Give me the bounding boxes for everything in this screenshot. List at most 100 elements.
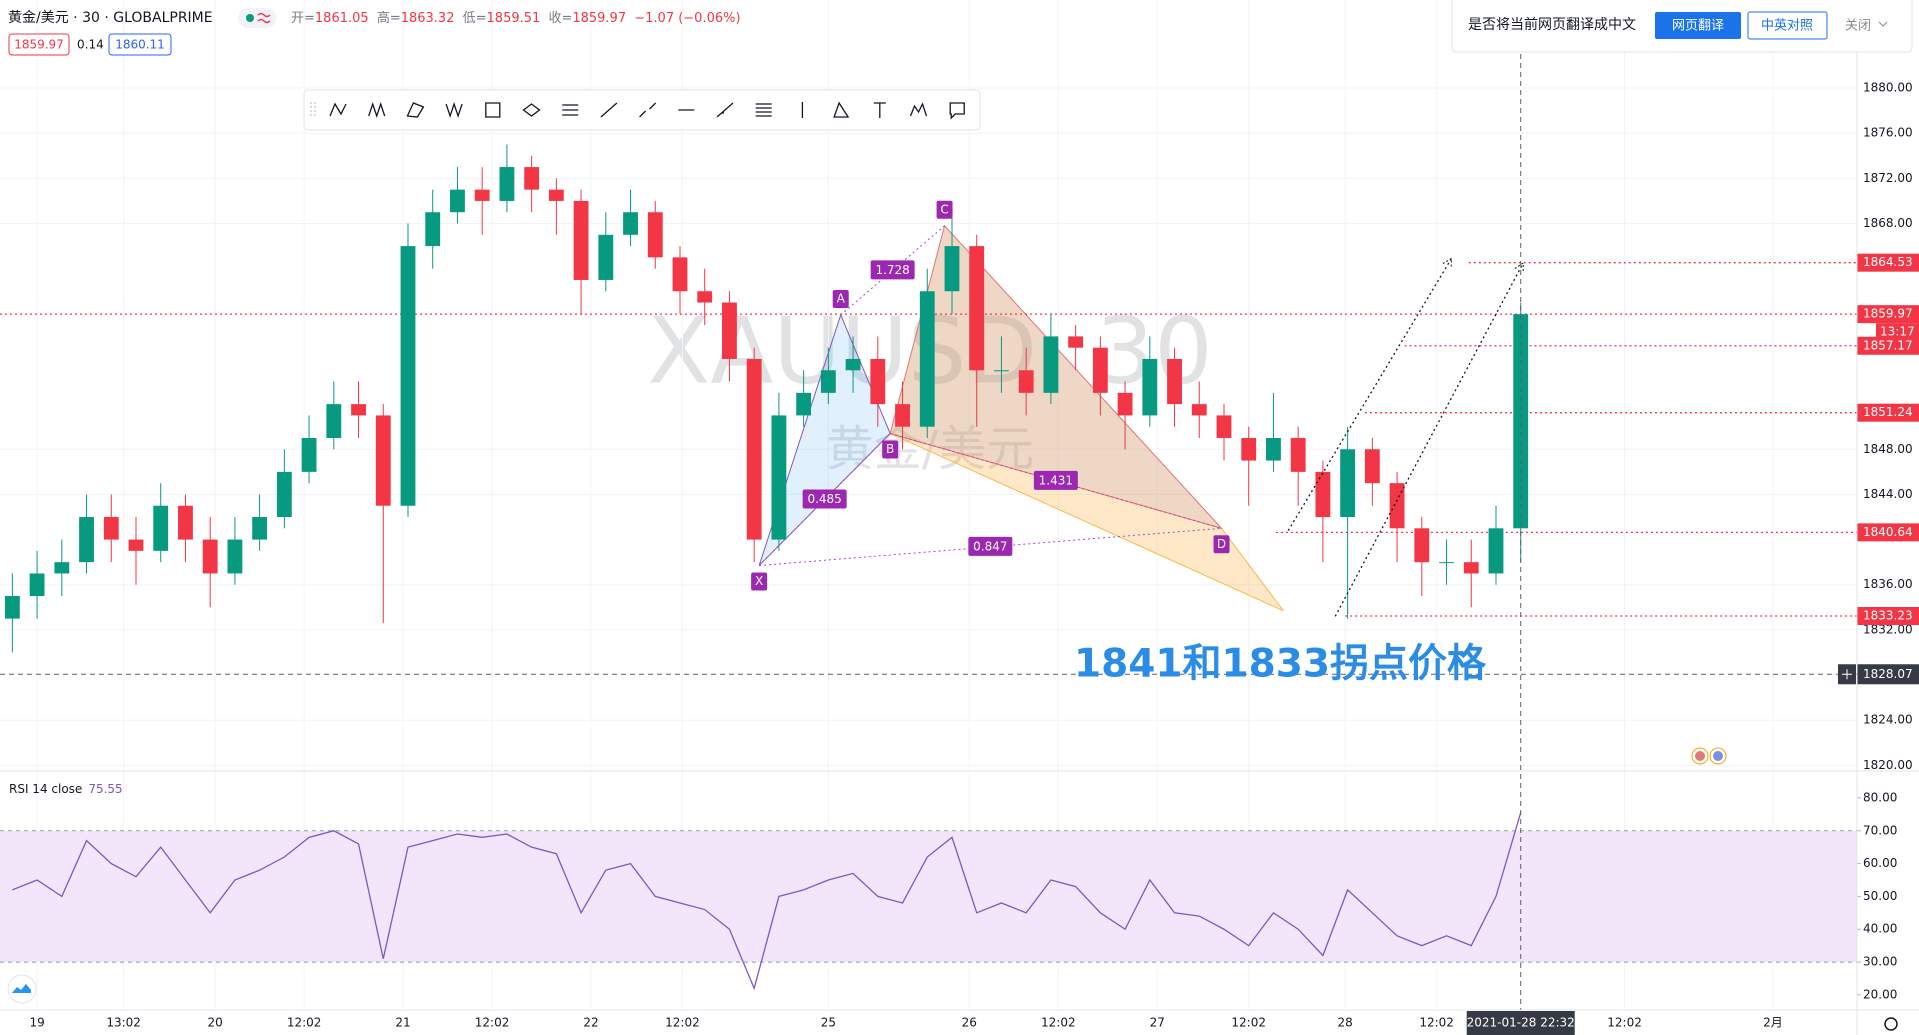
- status-pill[interactable]: [238, 8, 276, 28]
- y-tick-label: 1820.00: [1863, 758, 1913, 772]
- y-tick-label: 1876.00: [1863, 126, 1913, 140]
- point-label: X: [755, 574, 763, 588]
- candle-body: [647, 212, 663, 258]
- ohlc-value: 1859.51: [487, 11, 541, 26]
- candle-body: [301, 437, 317, 472]
- candle-body: [153, 505, 169, 551]
- candle-body: [128, 539, 144, 551]
- candle-body: [1018, 370, 1034, 393]
- toolbar-button[interactable]: [902, 93, 936, 127]
- price-marker: [1857, 403, 1919, 422]
- ohlc-label: 收=: [548, 11, 572, 26]
- rsi-legend: RSI 14 close 75.55: [9, 782, 123, 796]
- ask-box[interactable]: [108, 33, 172, 56]
- candle-body: [796, 392, 812, 416]
- candle-body: [1043, 336, 1059, 393]
- candle-body: [1315, 471, 1331, 518]
- toolbar-icon: [716, 102, 734, 118]
- toolbar-button[interactable]: [747, 93, 781, 127]
- x-tick-label: 12:02: [287, 1016, 322, 1030]
- candle-body: [697, 291, 713, 303]
- candle-body: [29, 573, 45, 597]
- bilingual-button[interactable]: [1747, 11, 1828, 40]
- crosshair-price: 1828.07: [1863, 667, 1913, 681]
- bilingual-button-text: 中英对照: [1761, 19, 1813, 34]
- candle-body: [944, 246, 960, 292]
- price-marker-label: 1851.24: [1863, 405, 1913, 419]
- toolbar-icon: [406, 102, 425, 118]
- toolbar-button[interactable]: [940, 93, 974, 127]
- y-tick-label: 1832.00: [1863, 622, 1913, 636]
- toolbar-button[interactable]: [437, 93, 471, 127]
- x-tick-label: 21: [395, 1016, 410, 1030]
- candle-body: [1439, 562, 1454, 564]
- point-box: [882, 440, 899, 459]
- logo-icon: [12, 984, 31, 993]
- toolbar-icon: [755, 103, 772, 117]
- toolbar-button[interactable]: [398, 93, 432, 127]
- y-tick-label: 1872.00: [1863, 171, 1913, 185]
- toolbar-button[interactable]: [476, 93, 510, 127]
- point-box: [936, 200, 953, 219]
- bid-box[interactable]: [8, 33, 70, 56]
- x-tick-label: 12:02: [665, 1016, 700, 1030]
- y-tick-label: 20.00: [1863, 987, 1897, 1001]
- candle-body: [1241, 437, 1257, 461]
- ratio-label: 1.431: [1039, 473, 1073, 487]
- x-tick-label: 12:02: [1041, 1016, 1076, 1030]
- spread: 0.14: [77, 38, 104, 52]
- ratio-line: [758, 433, 891, 566]
- candle-body: [919, 291, 935, 427]
- candle-body: [672, 257, 688, 292]
- toolbar-button[interactable]: [631, 93, 665, 127]
- x-tick-label: 12:02: [1231, 1016, 1266, 1030]
- settings-gear[interactable]: [1884, 1017, 1898, 1031]
- price-marker: [1857, 523, 1919, 542]
- candle-body: [1191, 404, 1207, 416]
- point-label: A: [837, 291, 846, 305]
- y-tick-label: 60.00: [1863, 856, 1897, 870]
- candle-body: [820, 370, 836, 393]
- ask-price: 1860.11: [115, 38, 165, 52]
- close-chevron[interactable]: [1878, 21, 1888, 27]
- toolbar-icon: [873, 102, 886, 118]
- translate-button[interactable]: [1655, 12, 1741, 39]
- x-tick-label: 22: [583, 1016, 598, 1030]
- candle-body: [1068, 336, 1084, 348]
- ohlc-line: 开=1861.05 高=1863.32 低=1859.51 收=1859.97 …: [291, 10, 741, 26]
- toolbar-icon: [368, 101, 386, 119]
- candle-body: [425, 212, 441, 247]
- y-tick-label: 30.00: [1863, 955, 1897, 969]
- ohlc-value: 1859.97: [572, 11, 626, 26]
- event-flag-icon: [1695, 751, 1705, 761]
- candle-body: [548, 189, 564, 201]
- x-tick-label: 27: [1150, 1016, 1165, 1030]
- point-box: [751, 572, 768, 591]
- price-marker-label: 1859.97: [1863, 307, 1913, 321]
- candle-body: [276, 471, 292, 518]
- toolbar-handle[interactable]: [310, 102, 316, 118]
- candle-body: [1092, 347, 1108, 393]
- x-tick-label: 2月: [1763, 1016, 1783, 1030]
- candle-body: [895, 404, 910, 427]
- trend-arrow: [1442, 257, 1453, 269]
- candle-body: [1488, 528, 1504, 574]
- candle-body: [1389, 483, 1405, 529]
- close-button[interactable]: 关闭: [1845, 19, 1871, 34]
- candle-body: [400, 246, 416, 506]
- candle-body: [1340, 449, 1356, 518]
- crosshair-time-box: [1466, 1011, 1575, 1035]
- y-tick-label: 80.00: [1863, 790, 1897, 804]
- y-tick-label: 1824.00: [1863, 713, 1913, 727]
- toolbar-button[interactable]: [515, 93, 549, 127]
- toolbar-button[interactable]: [360, 93, 394, 127]
- x-tick-label: 19: [29, 1016, 44, 1030]
- toolbar-button[interactable]: [824, 93, 858, 127]
- drawing-toolbar: [303, 89, 981, 131]
- candle-body: [1513, 314, 1529, 529]
- rsi-value: 75.55: [88, 782, 122, 796]
- ratio-box: [802, 489, 847, 509]
- candle-body: [450, 189, 465, 213]
